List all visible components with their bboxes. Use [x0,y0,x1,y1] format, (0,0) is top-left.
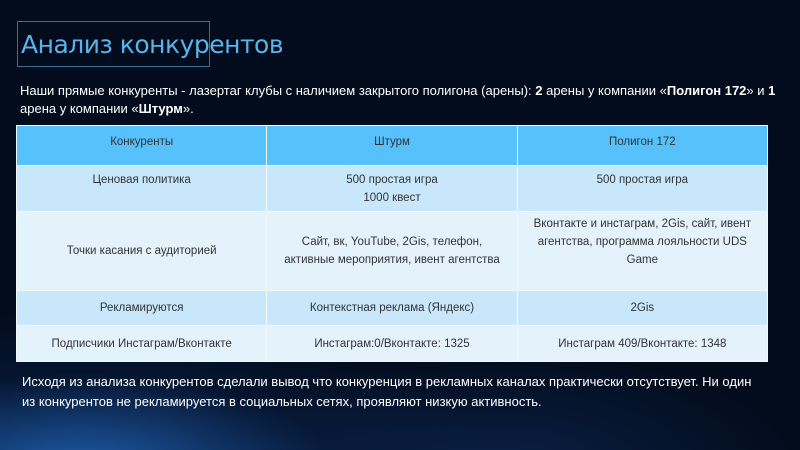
intro-text: Наши прямые конкуренты - лазертаг клубы … [20,82,780,118]
table-cell: Вконтакте и инстаграм, 2Gis, сайт, ивент… [516,211,769,291]
intro-company: Штурм [138,101,183,116]
slide-title: Анализ конкурентов [21,30,284,59]
table-cell: 500 простая игра [516,165,769,212]
row-label: Ценовая политика [15,165,268,212]
row-label: Подписчики Инстаграм/Вконтакте [15,325,268,362]
table-row: Точки касания с аудиторией Сайт, вк, You… [15,211,769,291]
conclusion-text: Исходя из анализа конкурентов сделали вы… [22,374,752,409]
header-cell: Штурм [266,125,518,166]
header-cell: Полигон 172 [516,125,769,166]
table-cell: 2Gis [516,290,769,326]
table-cell: 500 простая игра 1000 квест [266,165,518,212]
row-label: Рекламируются [15,290,268,326]
intro-part: Наши прямые конкуренты - лазертаг клубы … [20,83,536,98]
intro-number: 2 [535,83,543,98]
table-row: Ценовая политика 500 простая игра 1000 кв… [15,165,769,212]
competitor-table: Конкуренты Штурм Полигон 172 Ценовая пол… [15,125,769,362]
cell-line: 500 простая игра [346,174,438,186]
table-row: Рекламируются Контекстная реклама (Яндек… [15,290,769,326]
intro-part: арена у компании « [20,101,139,116]
table-header-row: Конкуренты Штурм Полигон 172 [15,125,769,166]
header-cell: Конкуренты [15,125,268,166]
table-cell: Контекстная реклама (Яндекс) [266,290,518,326]
table-cell: Инстаграм 409/Вконтакте: 1348 [516,325,769,362]
intro-part: » и [746,83,769,98]
table-cell: Инстаграм:0/Вконтакте: 1325 [266,325,518,362]
cell-line: 1000 квест [363,192,421,204]
intro-part: ». [182,101,194,116]
intro-company: Полигон 172 [666,83,747,98]
table-cell: Сайт, вк, YouTube, 2Gis, телефон, активн… [266,211,518,291]
title-box [17,21,210,67]
intro-number: 1 [768,83,776,98]
intro-part: арены у компании « [542,83,667,98]
row-label: Точки касания с аудиторией [15,211,268,291]
table-row: Подписчики Инстаграм/Вконтакте Инстаграм… [15,325,769,362]
